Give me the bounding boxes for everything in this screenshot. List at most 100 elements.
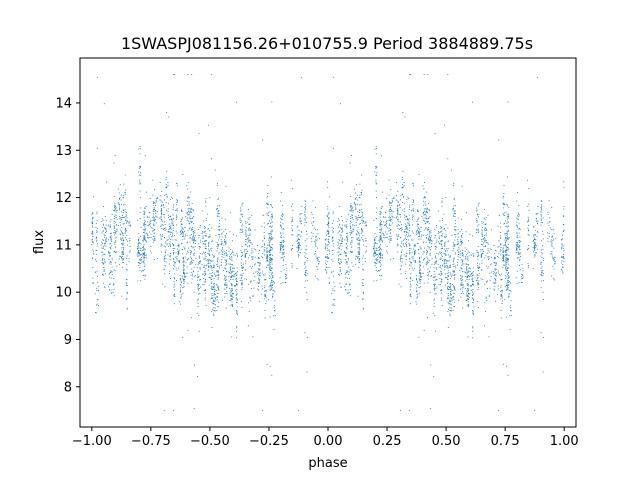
data-point bbox=[435, 248, 436, 250]
data-point bbox=[113, 234, 115, 236]
data-point bbox=[122, 244, 124, 246]
data-point bbox=[184, 248, 186, 250]
data-point bbox=[434, 283, 435, 285]
data-point bbox=[109, 246, 111, 248]
data-point bbox=[206, 235, 207, 237]
data-point bbox=[339, 270, 341, 272]
data-point bbox=[197, 264, 199, 266]
data-point bbox=[144, 236, 146, 238]
data-point bbox=[265, 303, 267, 304]
data-point bbox=[426, 211, 427, 212]
data-point bbox=[510, 305, 511, 307]
data-point bbox=[203, 289, 205, 291]
data-point bbox=[505, 263, 507, 265]
data-point bbox=[460, 234, 462, 236]
data-point bbox=[341, 232, 343, 233]
data-point bbox=[437, 210, 439, 212]
data-point bbox=[409, 244, 411, 246]
data-point bbox=[339, 206, 341, 207]
data-point bbox=[306, 291, 308, 293]
data-point bbox=[357, 232, 359, 234]
data-point bbox=[304, 261, 306, 263]
data-point bbox=[154, 189, 155, 191]
data-point bbox=[285, 273, 286, 275]
data-point bbox=[382, 241, 384, 243]
data-point bbox=[118, 204, 120, 206]
data-point bbox=[193, 271, 194, 273]
data-point bbox=[535, 213, 537, 215]
data-point bbox=[344, 251, 346, 253]
data-point bbox=[173, 253, 174, 255]
data-point bbox=[172, 257, 174, 259]
data-point bbox=[225, 242, 227, 244]
data-point bbox=[169, 259, 171, 260]
data-point bbox=[271, 229, 273, 231]
data-point bbox=[198, 285, 199, 286]
data-point bbox=[157, 211, 158, 213]
data-point bbox=[184, 226, 186, 228]
data-point bbox=[236, 313, 238, 314]
data-point bbox=[506, 253, 508, 255]
data-point bbox=[215, 234, 217, 236]
data-point bbox=[346, 224, 348, 226]
data-point bbox=[494, 277, 496, 279]
data-point bbox=[381, 254, 383, 256]
data-point bbox=[198, 243, 200, 245]
data-point bbox=[435, 279, 437, 281]
data-point bbox=[216, 290, 218, 291]
data-point bbox=[409, 261, 411, 263]
data-point bbox=[214, 307, 216, 309]
data-point bbox=[314, 241, 316, 243]
data-point bbox=[267, 192, 269, 194]
data-point bbox=[377, 259, 379, 261]
data-point bbox=[161, 201, 163, 203]
data-point bbox=[91, 231, 93, 233]
data-point bbox=[478, 224, 480, 226]
data-point bbox=[449, 297, 451, 299]
data-point bbox=[231, 336, 233, 338]
data-point bbox=[563, 261, 565, 263]
data-point bbox=[332, 222, 333, 224]
data-point bbox=[534, 410, 536, 411]
data-point bbox=[91, 241, 93, 242]
data-point bbox=[506, 286, 508, 288]
data-point bbox=[354, 202, 355, 204]
data-point bbox=[380, 237, 382, 239]
data-point bbox=[226, 261, 227, 262]
data-point bbox=[169, 239, 171, 240]
data-point bbox=[379, 239, 381, 241]
data-point bbox=[419, 228, 421, 230]
data-point bbox=[541, 209, 542, 211]
data-point bbox=[240, 262, 242, 264]
data-point bbox=[440, 297, 442, 299]
data-point bbox=[168, 243, 170, 245]
data-point bbox=[204, 272, 206, 274]
data-point bbox=[213, 307, 215, 309]
data-point bbox=[204, 244, 206, 246]
data-point bbox=[241, 289, 243, 291]
data-point bbox=[542, 245, 543, 247]
data-point bbox=[373, 280, 375, 282]
data-point bbox=[291, 227, 293, 229]
data-point bbox=[203, 278, 205, 280]
data-point bbox=[103, 263, 104, 265]
data-point bbox=[115, 216, 117, 218]
data-point bbox=[350, 225, 351, 227]
data-point bbox=[346, 237, 348, 239]
data-point bbox=[435, 255, 437, 257]
data-point bbox=[143, 223, 145, 225]
data-point bbox=[187, 204, 188, 206]
data-point bbox=[121, 203, 122, 205]
data-point bbox=[179, 279, 181, 280]
data-point bbox=[477, 282, 479, 284]
data-point bbox=[500, 238, 502, 240]
data-point bbox=[465, 257, 467, 259]
data-point bbox=[562, 215, 564, 217]
data-point bbox=[269, 289, 271, 291]
data-point bbox=[345, 221, 347, 223]
data-point bbox=[470, 268, 471, 270]
data-point bbox=[235, 309, 237, 311]
data-point bbox=[143, 237, 145, 239]
data-point bbox=[471, 295, 473, 296]
data-point bbox=[258, 277, 260, 279]
